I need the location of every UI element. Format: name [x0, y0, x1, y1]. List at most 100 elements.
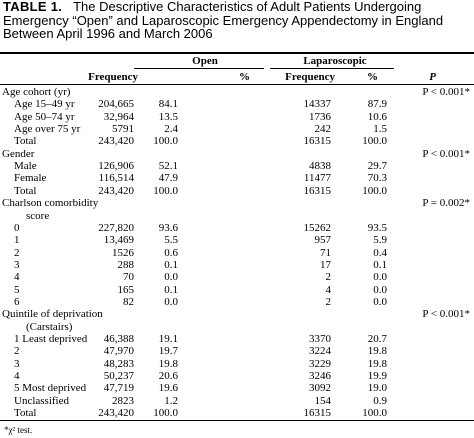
cell-open-frequency: 243,420 — [98, 407, 134, 420]
col-header-open-percent: % — [239, 71, 250, 83]
cell-lap-frequency: 14337 — [303, 98, 332, 111]
table-row: Age over 75 yr 5791 2.4 242 1.5 — [0, 123, 474, 135]
cell-lap-frequency: 15262 — [303, 221, 332, 234]
cell-lap-percent: 93.5 — [367, 221, 387, 234]
cell-open-frequency: 1526 — [112, 246, 134, 259]
row-label: Quintile of deprivation — [2, 308, 103, 321]
cell-lap-frequency: 11477 — [303, 172, 331, 185]
cell-lap-percent: 19.0 — [367, 382, 387, 395]
cell-open-frequency: 243,420 — [98, 135, 134, 148]
cell-open-percent: 100.0 — [153, 407, 178, 420]
group-underline-open — [134, 68, 264, 69]
cell-open-frequency: 82 — [123, 295, 134, 308]
cell-lap-percent: 0.9 — [373, 394, 387, 407]
cell-p-value: P < 0.001* — [422, 308, 470, 321]
cell-lap-percent: 0.1 — [373, 258, 387, 271]
cell-open-percent: 19.8 — [158, 357, 178, 370]
row-label: Age over 75 yr — [14, 123, 81, 136]
row-label: Total — [14, 135, 37, 148]
row-label: Gender — [2, 147, 35, 160]
row-label: 4 — [14, 370, 20, 383]
cell-lap-frequency: 957 — [314, 234, 332, 247]
cell-lap-frequency: 242 — [314, 123, 332, 136]
cell-open-percent: 0.6 — [164, 246, 178, 259]
cell-lap-frequency: 154 — [314, 394, 332, 407]
col-header-open-frequency: Frequency — [88, 71, 138, 83]
cell-open-percent: 0.0 — [164, 271, 178, 284]
cell-open-frequency: 70 — [123, 271, 134, 284]
cell-lap-percent: 5.9 — [373, 234, 387, 247]
table-row: Total 243,420 100.0 16315 100.0 — [0, 407, 474, 419]
group-header-laparoscopic: Laparoscopic — [303, 55, 367, 67]
row-label: 3 — [14, 258, 20, 271]
cell-open-percent: 19.7 — [158, 345, 178, 358]
row-label: Charlson comorbidity — [2, 197, 99, 210]
col-header-lap-frequency: Frequency — [285, 71, 335, 83]
table-row: Age 15–49 yr 204,665 84.1 14337 87.9 — [0, 98, 474, 110]
row-label: 2 — [14, 246, 20, 259]
col-header-lap-percent: % — [367, 71, 378, 83]
row-label: 5 — [14, 283, 20, 296]
cell-open-frequency: 48,283 — [103, 357, 134, 370]
table-row: 5 Most deprived 47,719 19.6 3092 19.0 — [0, 382, 474, 394]
cell-open-percent: 84.1 — [158, 98, 178, 111]
cell-lap-percent: 29.7 — [367, 160, 387, 173]
table-row: Unclassified 2823 1.2 154 0.9 — [0, 395, 474, 407]
cell-open-frequency: 47,970 — [103, 345, 134, 358]
row-label: 2 — [14, 345, 20, 358]
row-label: Male — [14, 160, 37, 173]
cell-lap-percent: 19.8 — [367, 357, 387, 370]
table-row: Charlson comorbidity P = 0.002* — [0, 197, 474, 209]
cell-open-frequency: 243,420 — [98, 184, 134, 197]
cell-open-percent: 19.1 — [158, 333, 178, 345]
row-label: Age cohort (yr) — [2, 86, 71, 98]
cell-p-value: P < 0.001* — [422, 147, 470, 160]
cell-open-frequency: 165 — [117, 283, 135, 296]
cell-open-frequency: 46,388 — [103, 333, 134, 345]
cell-open-percent: 0.1 — [164, 283, 178, 296]
table-row: Quintile of deprivation P < 0.001* — [0, 308, 474, 320]
cell-open-frequency: 204,665 — [98, 98, 134, 111]
table-row: Age 50–74 yr 32,964 13.5 1736 10.6 — [0, 111, 474, 123]
table-row: score — [0, 210, 474, 222]
table-row: 4 70 0.0 2 0.0 — [0, 271, 474, 283]
cell-lap-percent: 10.6 — [367, 110, 387, 123]
col-header-p: P — [429, 71, 436, 83]
cell-lap-percent: 0.0 — [373, 283, 387, 296]
cell-open-frequency: 32,964 — [103, 110, 134, 123]
cell-open-percent: 2.4 — [164, 123, 178, 136]
cell-p-value: P < 0.001* — [422, 86, 470, 98]
cell-lap-frequency: 3229 — [309, 357, 331, 370]
table-row: Total 243,420 100.0 16315 100.0 — [0, 185, 474, 197]
cell-open-frequency: 126,906 — [98, 160, 134, 173]
cell-lap-percent: 19.8 — [367, 345, 387, 358]
row-label: 6 — [14, 295, 20, 308]
cell-lap-frequency: 4 — [325, 283, 332, 296]
group-underline-laparoscopic — [270, 68, 394, 69]
cell-lap-frequency: 17 — [320, 258, 331, 271]
cell-lap-percent: 0.4 — [373, 246, 387, 259]
row-label: Total — [14, 184, 37, 197]
table-caption: The Descriptive Characteristics of Adult… — [3, 0, 444, 41]
cell-open-percent: 19.6 — [158, 382, 178, 395]
table-row: 1 13,469 5.5 957 5.9 — [0, 234, 474, 246]
group-header-open: Open — [192, 55, 218, 67]
table-label: TABLE 1. — [3, 0, 63, 14]
header-rule — [0, 84, 474, 85]
row-label: Age 50–74 yr — [14, 110, 75, 123]
cell-lap-frequency: 71 — [320, 246, 331, 259]
cell-open-frequency: 227,820 — [98, 221, 134, 234]
row-label: Unclassified — [14, 394, 69, 407]
cell-open-percent: 5.5 — [164, 234, 178, 247]
table-row: 2 47,970 19.7 3224 19.8 — [0, 345, 474, 357]
table-row: Male 126,906 52.1 4838 29.7 — [0, 160, 474, 172]
bottom-rule — [0, 420, 474, 421]
cell-open-percent: 52.1 — [158, 160, 178, 173]
cell-open-percent: 13.5 — [158, 110, 178, 123]
cell-lap-percent: 1.5 — [373, 123, 387, 136]
cell-open-frequency: 50,237 — [103, 370, 134, 383]
table-row: Gender P < 0.001* — [0, 148, 474, 160]
cell-lap-percent: 19.9 — [367, 370, 387, 383]
table-row: 5 165 0.1 4 0.0 — [0, 284, 474, 296]
cell-lap-percent: 0.0 — [373, 295, 387, 308]
